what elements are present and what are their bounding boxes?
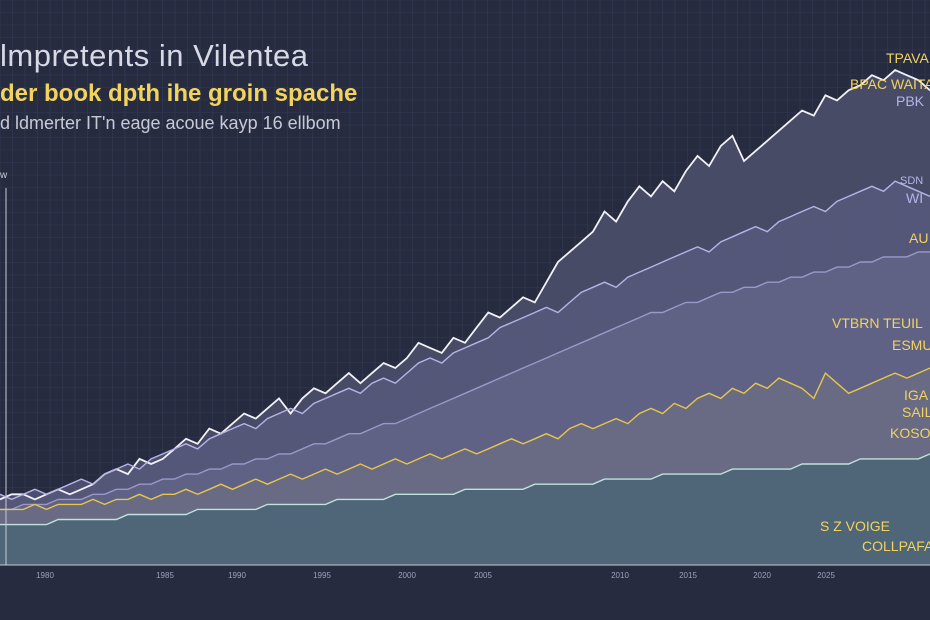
series-line-3 (0, 251, 930, 511)
series-area-5 (0, 453, 930, 565)
x-tick-label: 2025 (817, 571, 835, 580)
x-tick-label: 1980 (36, 571, 54, 580)
y-axis-label: w (0, 170, 8, 181)
label-sail: SAIL (902, 404, 930, 420)
x-tick-label: 2005 (474, 571, 492, 580)
label-wi: WI (906, 190, 924, 206)
series-line-2 (0, 180, 930, 501)
label-vtbrn: VTBRN TEUIL (832, 315, 923, 331)
series-line-1 (0, 69, 930, 501)
x-tick-label: 2010 (611, 571, 629, 580)
label-sdn: SDN (900, 175, 924, 187)
label-koso: KOSO (890, 425, 930, 441)
x-tick-label: 1985 (156, 571, 174, 580)
label-au: AU (909, 230, 929, 246)
x-tick-label: 1990 (228, 571, 246, 580)
x-tick-label: 1995 (313, 571, 331, 580)
label-bpac: BPAC WAITAL (850, 76, 930, 92)
x-tick-label: 2020 (753, 571, 771, 580)
chart-caption: d ldmerter IT'n eage acoue kayp 16 ellbo… (0, 113, 341, 133)
x-tick-label: 2015 (679, 571, 697, 580)
label-pbk: PBK (896, 93, 925, 109)
x-tick-label: 2000 (398, 571, 416, 580)
label-tpava: TPAVA (886, 50, 929, 66)
chart-title: lmpretents in Vilentea (0, 38, 309, 73)
chart-subtitle: der book dpth ihe groin spache (0, 80, 358, 107)
label-esmu: ESMU (892, 337, 930, 353)
series-areas (0, 70, 930, 565)
series-line-5 (0, 453, 930, 526)
label-iga: IGA (904, 387, 929, 403)
label-s-z-voige: S Z VOIGE (820, 518, 891, 534)
series-lines (0, 69, 930, 526)
label-collpafax: COLLPAFAX (862, 538, 930, 554)
series-line-4 (0, 367, 930, 511)
x-tick-labels: 1980 1985 1990 1995 2000 2005 2010 2015 2020 2025 (36, 571, 835, 580)
